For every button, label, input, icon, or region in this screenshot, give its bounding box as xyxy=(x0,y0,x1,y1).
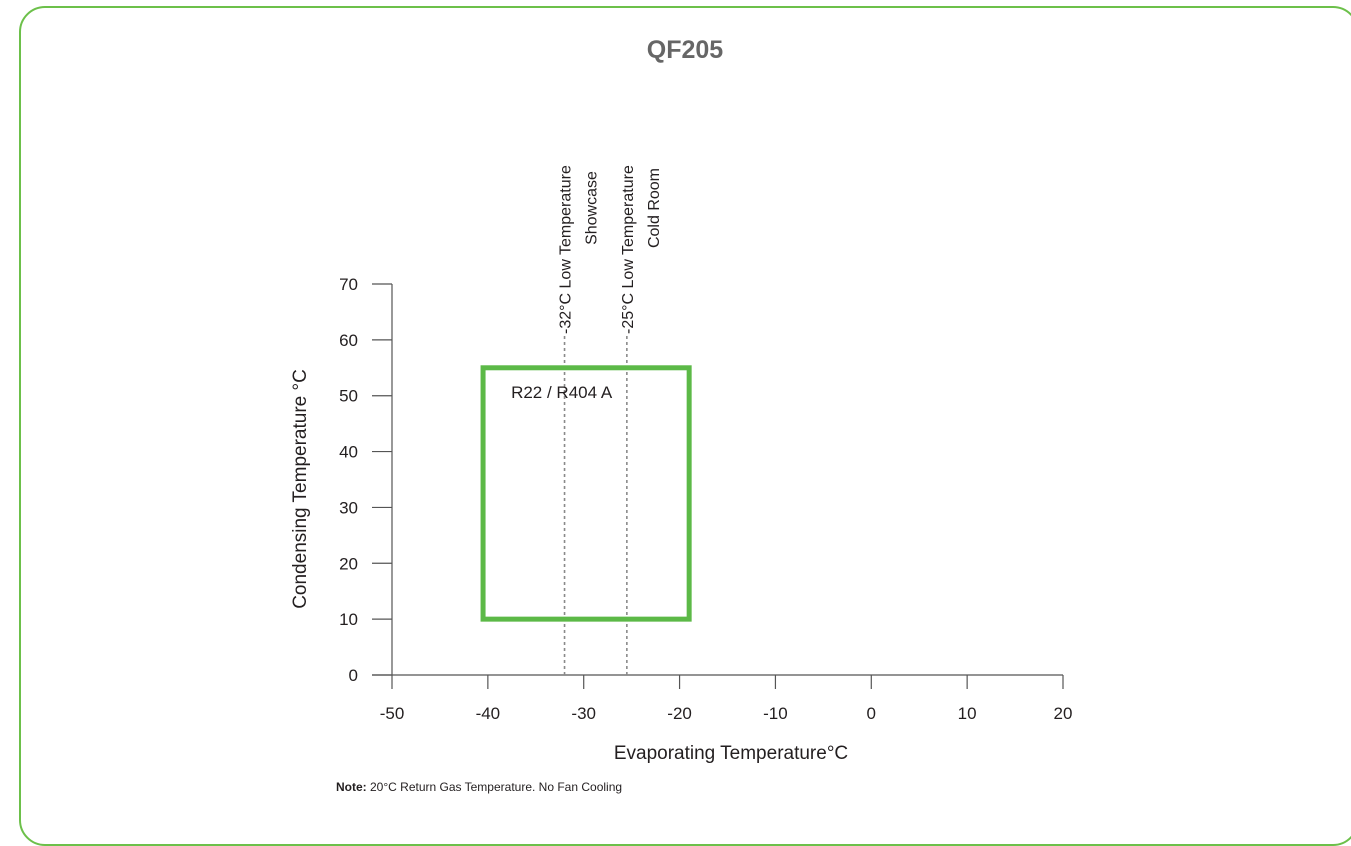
y-tick-label: 40 xyxy=(339,443,358,462)
footnote-prefix: Note: xyxy=(336,780,367,794)
x-axis-label: Evaporating Temperature°C xyxy=(614,743,848,764)
y-tick-label: 0 xyxy=(349,666,358,685)
x-tick-label: -30 xyxy=(571,704,596,723)
reference-line-label: -25°C Low Temperature xyxy=(620,165,637,334)
footnote-text: 20°C Return Gas Temperature. No Fan Cool… xyxy=(367,780,622,794)
y-axis-label: Condensing Temperature °C xyxy=(290,369,311,609)
x-tick-label: 20 xyxy=(1054,704,1073,723)
y-tick-label: 30 xyxy=(339,498,358,517)
envelope-region-label: R22 / R404 A xyxy=(511,383,613,402)
footnote: Note: 20°C Return Gas Temperature. No Fa… xyxy=(336,780,622,794)
chart: QF205 0 10 20 30 40 50 60 70 -50 -40 -30 -20 -10 0 10 2… xyxy=(290,36,1072,794)
y-tick-label: 60 xyxy=(339,331,358,350)
axes: 0 10 20 30 40 50 60 70 -50 -40 -30 -20 -10 0 10 20 xyxy=(339,275,1072,723)
y-tick-label: 20 xyxy=(339,554,358,573)
x-tick-label: 0 xyxy=(867,704,876,723)
reference-lines: -32°C Low Temperature Showcase -25°C Low T… xyxy=(558,165,663,675)
x-tick-label: 10 xyxy=(958,704,977,723)
chart-title: QF205 xyxy=(647,36,724,64)
regions: R22 / R404 A xyxy=(480,365,692,622)
reference-line-label: Showcase xyxy=(584,171,601,245)
x-tick-label: -20 xyxy=(667,704,692,723)
y-tick-label: 70 xyxy=(339,275,358,294)
x-tick-label: -40 xyxy=(476,704,501,723)
envelope-region xyxy=(480,365,692,622)
y-tick-label: 10 xyxy=(339,610,358,629)
reference-line-label: -32°C Low Temperature xyxy=(558,165,575,334)
y-tick-label: 50 xyxy=(339,387,358,406)
x-tick-label: -10 xyxy=(763,704,788,723)
reference-line-label: Cold Room xyxy=(646,168,663,248)
x-tick-label: -50 xyxy=(380,704,405,723)
